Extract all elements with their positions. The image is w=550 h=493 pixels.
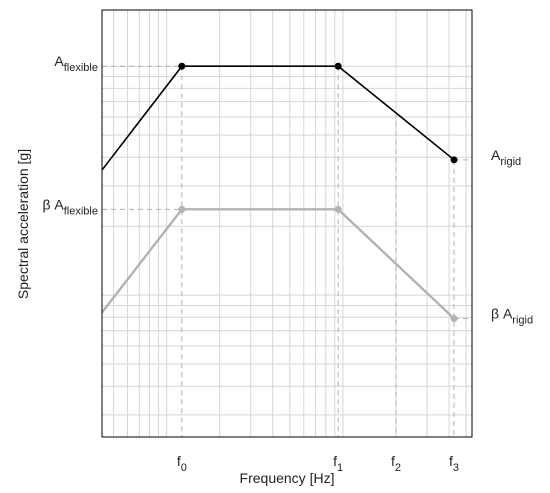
series-point <box>334 205 342 213</box>
tick-label-sub: 3 <box>453 462 459 474</box>
plot-area <box>102 62 458 323</box>
grid <box>102 10 472 437</box>
plot-frame <box>101 9 473 438</box>
y-axis-title: Spectral acceleration [g] <box>15 149 31 299</box>
tick-label: Arigid <box>491 147 521 168</box>
series-line <box>102 208 455 320</box>
tick-label-main: A <box>54 53 64 69</box>
x-axis-title: Frequency [Hz] <box>240 470 335 486</box>
tick-label-sub: 0 <box>181 462 187 474</box>
series-point <box>450 315 458 323</box>
tick-label-main: f <box>391 453 395 469</box>
tick-label: β Aflexible <box>42 196 98 217</box>
tick-label: β Arigid <box>491 306 533 327</box>
tick-label-main: β A <box>42 196 64 212</box>
series-line <box>102 65 455 171</box>
tick-label-main: β A <box>491 306 513 322</box>
tick-label: f3 <box>449 453 459 474</box>
tick-label-main: f <box>333 453 337 469</box>
tick-label-sub: 1 <box>337 462 343 474</box>
tick-label-main: f <box>177 453 181 469</box>
series-point <box>334 62 342 70</box>
tick-label-sub: flexible <box>64 205 98 217</box>
tick-label: Aflexible <box>54 53 98 74</box>
series-point <box>178 62 186 70</box>
series-point <box>178 205 186 213</box>
tick-label-sub: rigid <box>500 156 521 168</box>
series-point <box>450 156 458 164</box>
tick-label-main: A <box>491 147 501 163</box>
tick-label-sub: rigid <box>512 315 533 327</box>
tick-label: f2 <box>391 453 401 474</box>
tick-label-sub: 2 <box>395 462 401 474</box>
tick-label: f1 <box>333 453 343 474</box>
tick-label-main: f <box>449 453 453 469</box>
tick-label-sub: flexible <box>64 62 98 74</box>
tick-label: f0 <box>177 453 187 474</box>
